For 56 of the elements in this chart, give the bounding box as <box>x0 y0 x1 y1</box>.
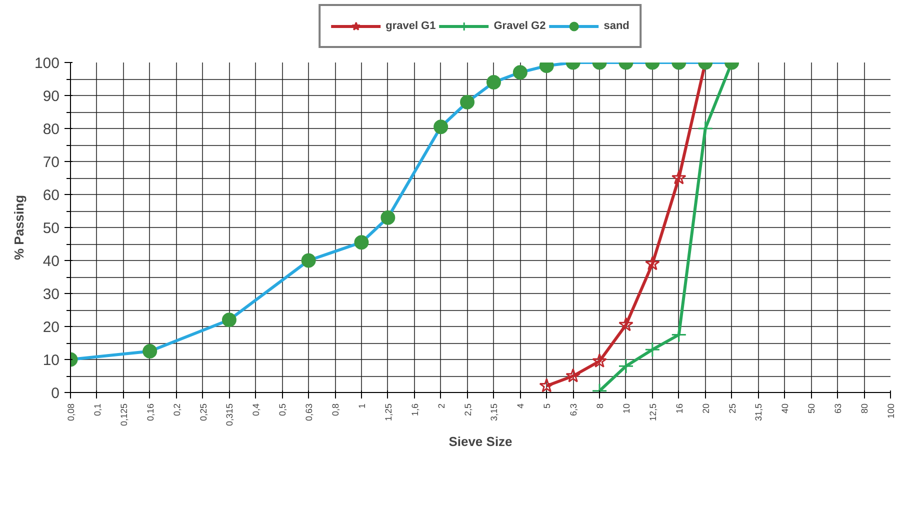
x-tick-label: 25 <box>727 403 738 414</box>
y-tick-label: 20 <box>42 319 60 336</box>
x-tick-label: 1 <box>356 403 367 409</box>
x-tick-label: 0,315 <box>224 403 235 426</box>
y-tick-label: 60 <box>42 187 60 204</box>
x-tick-label: 1,25 <box>383 403 394 422</box>
point <box>566 368 580 382</box>
x-tick-label: 3,15 <box>489 403 500 422</box>
x-tick-label: 2,5 <box>462 403 473 416</box>
y-tick-label: 0 <box>51 385 60 402</box>
y-tick-label: 10 <box>42 352 60 369</box>
x-tick-label: 8 <box>595 403 606 409</box>
x-tick-label: 80 <box>860 403 870 414</box>
x-tick-label: 10 <box>621 403 632 414</box>
x-tick-label: 2 <box>436 403 446 409</box>
x-tick-label: 6,3 <box>568 403 579 416</box>
x-tick-label: 0,5 <box>278 403 288 416</box>
x-tick-label: 0,25 <box>198 403 208 422</box>
x-tick-label: 0,8 <box>330 403 341 416</box>
y-tick-label: 80 <box>42 121 60 138</box>
x-tick-label: 40 <box>780 403 790 414</box>
y-tick-label: 70 <box>42 154 60 171</box>
y-tick-label: 100 <box>34 55 60 72</box>
legend-label: Gravel G2 <box>494 20 546 32</box>
x-tick-label: 16 <box>674 403 684 414</box>
x-tick-label: 50 <box>806 403 817 414</box>
x-tick-label: 5 <box>542 403 552 409</box>
point <box>671 327 687 342</box>
point <box>592 353 607 368</box>
x-tick-label: 20 <box>700 403 711 414</box>
y-tick-label: 90 <box>42 88 60 105</box>
x-tick-label: 0,2 <box>172 403 182 416</box>
x-tick-label: 0,16 <box>145 403 156 422</box>
point <box>539 378 554 392</box>
y-tick-label: 30 <box>42 286 60 303</box>
legend-label: sand <box>604 20 630 32</box>
point <box>644 342 660 358</box>
x-tick-label: 100 <box>886 403 896 419</box>
x-tick-label: 0,1 <box>92 403 102 416</box>
x-tick-label: 63 <box>833 403 844 414</box>
y-tick-label: 50 <box>42 220 60 237</box>
point <box>645 256 660 270</box>
legend-label: gravel G1 <box>386 20 436 32</box>
x-tick-label: 31,5 <box>754 403 764 422</box>
point <box>618 317 634 332</box>
x-tick-label: 0,08 <box>66 403 76 422</box>
x-tick-label: 0,4 <box>251 403 262 416</box>
x-tick-label: 4 <box>516 403 526 409</box>
x-tick-label: 0,125 <box>118 403 129 426</box>
x-tick-label: 1,6 <box>410 403 420 416</box>
y-tick-label: 40 <box>42 253 60 270</box>
x-tick-label: 0,63 <box>304 403 314 422</box>
x-tick-label: 12,5 <box>648 403 658 422</box>
y-axis-title: % Passing <box>11 194 26 260</box>
x-axis-title: Sieve Size <box>448 434 512 450</box>
point <box>618 358 634 374</box>
